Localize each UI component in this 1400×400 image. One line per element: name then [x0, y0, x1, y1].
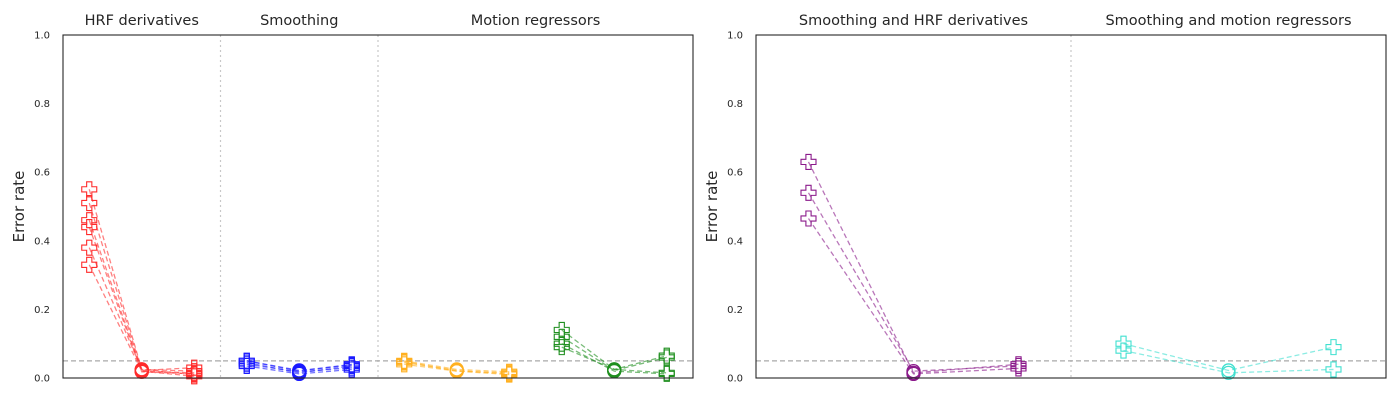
series-line — [561, 336, 667, 372]
y-tick-label: 0.8 — [727, 99, 743, 110]
series-line — [404, 363, 510, 374]
section-title: Smoothing — [260, 13, 338, 29]
plus-marker — [343, 356, 360, 374]
plus-marker — [396, 353, 413, 370]
series-line — [88, 189, 195, 372]
series-line — [88, 247, 195, 376]
plus-marker — [658, 364, 675, 381]
section-title: Motion regressors — [471, 13, 601, 29]
series-line — [88, 220, 195, 374]
y-tick-label: 0.0 — [34, 374, 50, 385]
y-tick-label: 0.4 — [34, 236, 50, 247]
series-line — [1123, 349, 1334, 374]
plus-marker — [501, 366, 518, 383]
plus-marker — [81, 219, 98, 236]
section-title: Smoothing and HRF derivatives — [799, 13, 1028, 29]
y-tick-label: 0.6 — [727, 168, 743, 179]
axes-frame — [755, 34, 1387, 379]
series-line — [246, 363, 352, 373]
circle-marker — [292, 366, 307, 382]
plus-marker — [1325, 339, 1342, 356]
y-tick-label: 0.8 — [34, 99, 50, 110]
plus-marker — [800, 210, 817, 227]
series-line — [1123, 343, 1334, 372]
plus-marker — [81, 212, 98, 229]
plus-marker — [81, 239, 98, 256]
plus-marker — [800, 184, 817, 201]
series-line — [807, 161, 1019, 374]
y-tick-label: 0.4 — [727, 236, 743, 247]
series-line — [561, 343, 667, 375]
y-tick-label: 1.0 — [727, 31, 743, 42]
series-line — [561, 346, 667, 374]
section-title: HRF derivatives — [85, 13, 199, 29]
series-line — [246, 360, 352, 372]
plus-marker — [81, 195, 98, 212]
series-line — [88, 226, 195, 375]
circle-marker — [292, 363, 307, 378]
plus-marker — [553, 339, 570, 356]
series-line — [88, 264, 195, 377]
y-tick-label: 0.0 — [727, 374, 743, 385]
circle-marker — [607, 362, 622, 377]
axes-frame — [62, 34, 694, 379]
circle-marker — [906, 366, 921, 382]
plus-marker — [1325, 361, 1342, 378]
series-line — [404, 360, 510, 373]
y-axis-label: Error rate — [703, 171, 721, 243]
right-panel: Smoothing and HRF derivatives Smoothing a… — [703, 13, 1387, 385]
series-line — [88, 202, 195, 372]
plus-marker — [1010, 360, 1027, 377]
y-axis-label: Error rate — [10, 171, 28, 243]
circle-marker — [1221, 365, 1236, 381]
plus-marker — [238, 352, 255, 369]
y-tick-label: 1.0 — [34, 31, 50, 42]
y-tick-label: 0.6 — [34, 168, 50, 179]
series-line — [807, 192, 1019, 372]
section-title: Smoothing and motion regressors — [1105, 13, 1351, 29]
plus-marker — [800, 153, 817, 170]
y-tick-label: 0.2 — [727, 305, 743, 316]
y-tick-label: 0.2 — [34, 305, 50, 316]
series-line — [246, 365, 352, 375]
series-line — [404, 360, 510, 376]
series-line — [246, 361, 352, 374]
left-panel: HRF derivatives Smoothing Motion regressor… — [10, 13, 694, 385]
plus-marker — [1115, 342, 1132, 359]
plus-marker — [186, 368, 203, 385]
plus-marker — [81, 256, 98, 273]
series-line — [807, 218, 1019, 375]
